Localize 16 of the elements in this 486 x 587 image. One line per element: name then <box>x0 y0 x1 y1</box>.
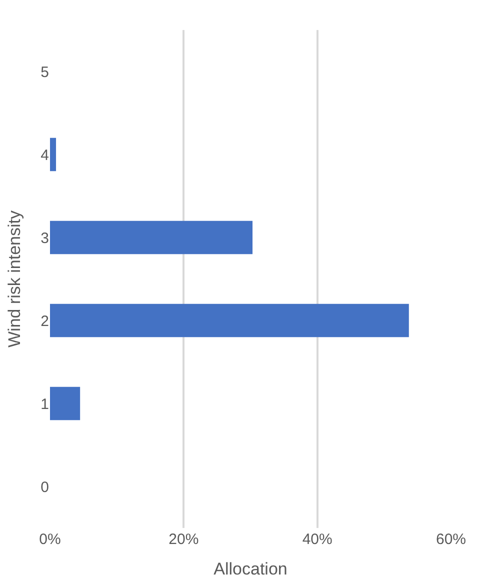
y-tick-label: 3 <box>40 230 49 247</box>
y-tick-label: 5 <box>40 64 49 81</box>
x-tick-label: 40% <box>302 531 332 548</box>
bar <box>50 304 409 338</box>
x-axis-title: Allocation <box>214 559 288 578</box>
y-tick-label: 4 <box>40 146 49 164</box>
y-axis-title: Wind risk intensity <box>5 210 24 348</box>
y-tick-label: 2 <box>40 312 49 330</box>
bar <box>50 386 80 420</box>
x-tick-label: 20% <box>168 531 199 548</box>
y-tick-label: 1 <box>40 396 49 413</box>
bar <box>50 220 253 254</box>
bar <box>50 138 56 172</box>
x-tick-label: 0% <box>39 531 61 548</box>
y-tick-label: 0 <box>40 478 49 496</box>
x-tick-label: 60% <box>436 531 466 548</box>
